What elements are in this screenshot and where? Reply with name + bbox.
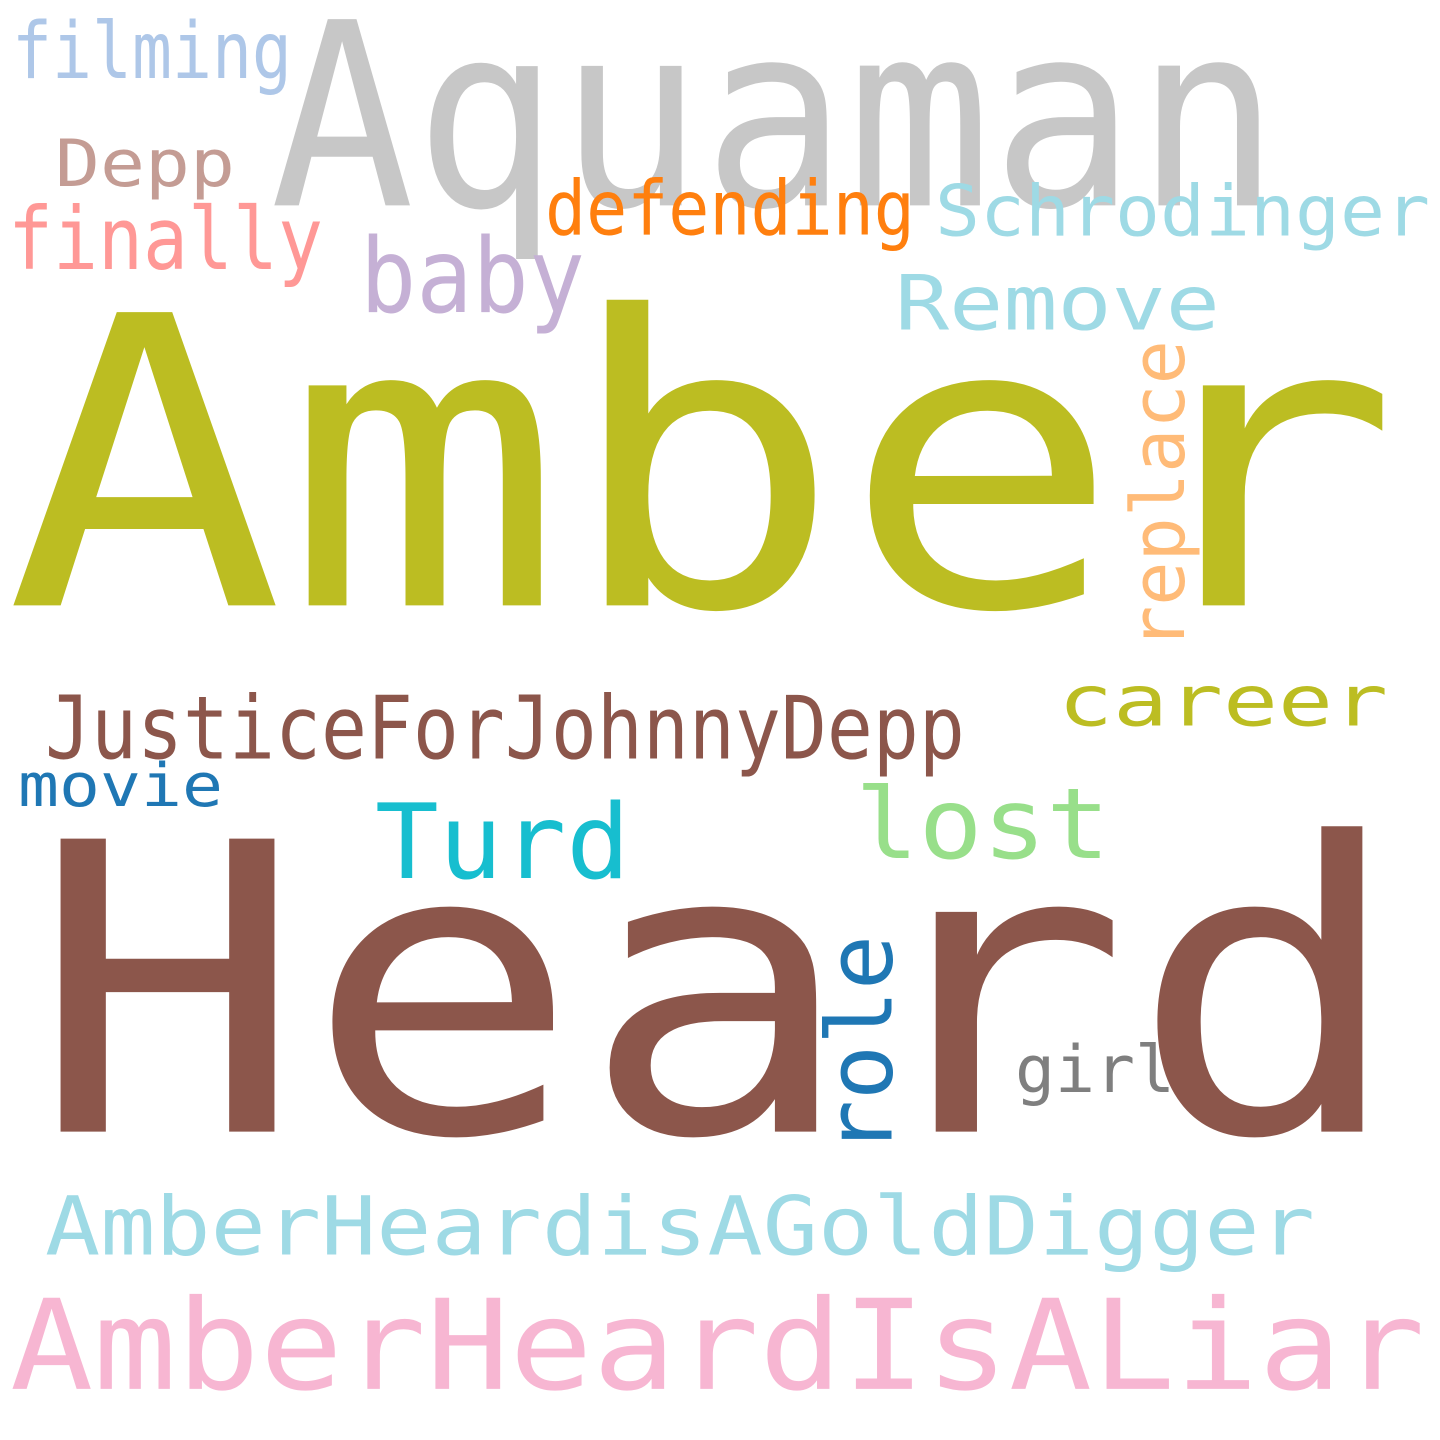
word-remove: Remove (895, 259, 1220, 349)
word-turd: Turd (375, 781, 630, 902)
word-justiceforjohnnydepp: JusticeForJohnnyDepp (45, 678, 965, 781)
word-lost: lost (855, 767, 1110, 882)
word-finally: finally (8, 188, 323, 291)
word-aquaman: Aquaman (270, 0, 1280, 267)
word-amberheardisagolddigger: AmberHeardisAGoldDigger (45, 1179, 1315, 1275)
word-baby: baby (360, 217, 585, 338)
word-girl: girl (1015, 1031, 1175, 1109)
word-movie: movie (18, 751, 223, 822)
word-amberheardisaliar: AmberHeardIsALiar (10, 1273, 1425, 1420)
word-role: role (806, 935, 914, 1155)
word-heard: Heard (30, 758, 1405, 1227)
word-defending: defending (545, 165, 915, 254)
word-filming: filming (12, 5, 292, 98)
word-replace: replace (1117, 340, 1203, 650)
word-career: career (1058, 660, 1388, 743)
word-depp: Depp (55, 125, 235, 202)
word-amber: Amber (5, 233, 1400, 702)
word-schrodinger: Schrodinger (935, 170, 1430, 253)
